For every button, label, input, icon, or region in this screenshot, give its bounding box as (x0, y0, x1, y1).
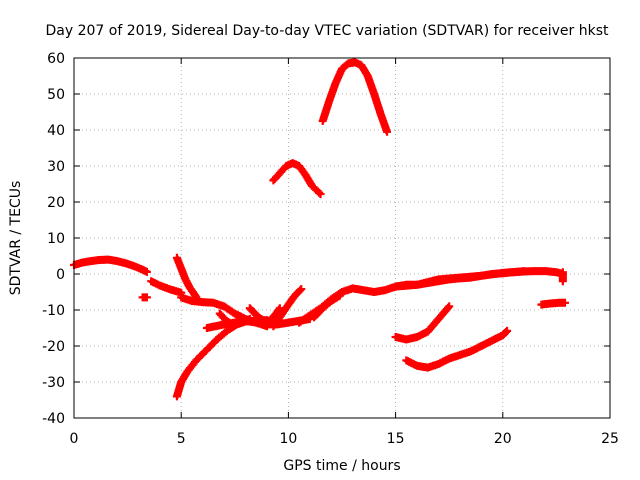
series-1 (70, 255, 151, 276)
x-tick-label: 0 (70, 431, 79, 447)
y-tick-label: 30 (47, 159, 65, 175)
series-14 (558, 268, 567, 286)
series-8 (215, 309, 254, 329)
plot-series (70, 58, 569, 401)
series-10 (269, 285, 306, 331)
data-point (520, 267, 529, 276)
data-point (503, 326, 512, 335)
y-tick-label: 40 (47, 123, 65, 139)
series-9 (245, 304, 284, 327)
data-point (315, 188, 324, 197)
data-point (142, 293, 151, 302)
y-tick-label: 0 (56, 267, 65, 283)
y-tick-label: -20 (42, 339, 65, 355)
x-tick-label: 10 (279, 431, 297, 447)
series-16 (269, 159, 325, 199)
data-point (383, 127, 392, 136)
series-2 (138, 293, 151, 302)
y-tick-label: 10 (47, 231, 65, 247)
y-tick-label: 20 (47, 195, 65, 211)
y-tick-label: -10 (42, 303, 65, 319)
series-12 (310, 291, 344, 322)
x-axis-label: GPS time / hours (283, 458, 400, 474)
series-18 (391, 302, 454, 344)
y-tick-label: -30 (42, 375, 65, 391)
y-tick-label: 60 (47, 51, 65, 67)
y-tick-label: -40 (42, 411, 65, 427)
data-point (335, 291, 344, 300)
data-point (445, 302, 454, 311)
x-tick-label: 20 (494, 431, 512, 447)
x-tick-label: 25 (601, 431, 619, 447)
data-point (245, 315, 254, 323)
series-17 (318, 58, 392, 136)
tick-labels: 0 5 10 15 20 25 -40 -30 -20 -10 0 10 20 30 40 50 60 (42, 51, 619, 447)
series-15 (537, 298, 569, 309)
data-point (297, 285, 306, 294)
y-tick-label: 50 (47, 87, 65, 103)
x-tick-label: 15 (387, 431, 405, 447)
data-point (444, 303, 453, 312)
data-point (316, 190, 325, 199)
data-point (558, 268, 567, 277)
series-3 (147, 277, 186, 297)
chart-title: Day 207 of 2019, Sidereal Day-to-day VTE… (46, 23, 609, 39)
series-19 (402, 326, 512, 372)
y-axis-label: SDTVAR / TECUs (8, 181, 24, 296)
x-tick-label: 5 (177, 431, 186, 447)
data-point (142, 267, 151, 276)
data-point (295, 286, 304, 295)
series-13 (391, 267, 529, 291)
grid (74, 58, 610, 418)
data-point (560, 298, 569, 307)
axis-ticks (73, 57, 611, 419)
series-4 (172, 253, 201, 302)
